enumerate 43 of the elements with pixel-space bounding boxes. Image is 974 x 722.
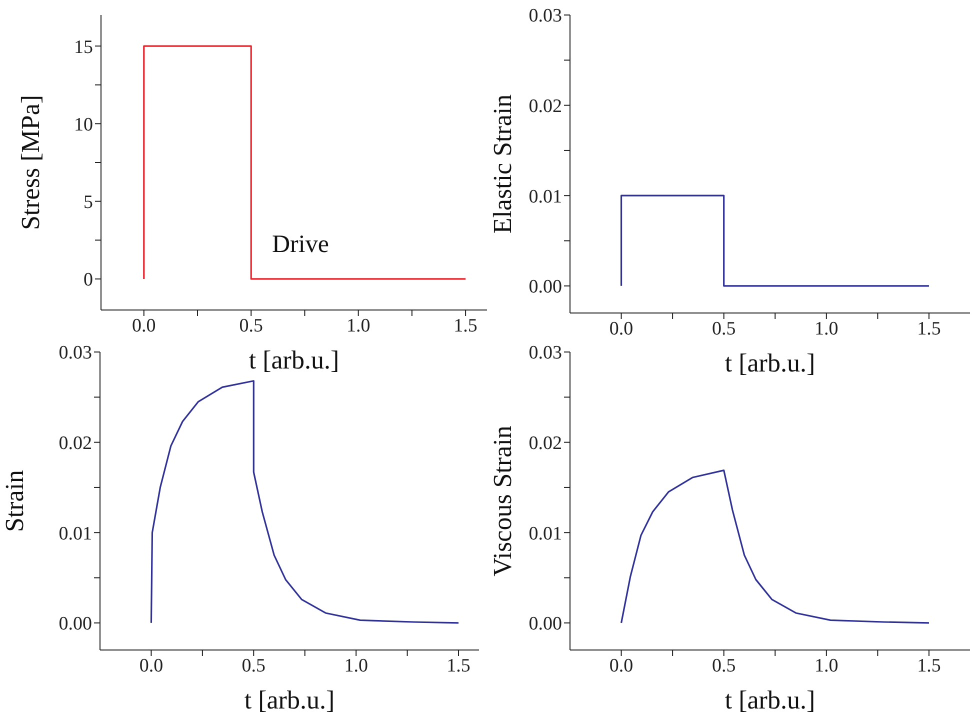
y-tick-label: 0.02 [58, 433, 92, 454]
y-axis-title: Elastic Strain [488, 94, 518, 234]
x-tick-label: 0.5 [712, 318, 736, 340]
y-tick-label: 5 [84, 192, 93, 214]
y-tick-label: 0.01 [58, 523, 92, 544]
x-tick-label: 1.0 [814, 318, 838, 340]
annotation: Drive [272, 231, 329, 258]
y-tick-label: 0.03 [58, 342, 92, 364]
x-tick-label: 0.0 [139, 655, 164, 676]
x-tick-label: 1.0 [346, 315, 370, 336]
x-tick-label: 1.0 [344, 655, 368, 676]
y-tick-label: 0.01 [528, 186, 562, 208]
x-axis-title: t [arb.u.] [724, 348, 816, 378]
x-axis-title: t [arb.u.] [244, 685, 335, 714]
y-tick-label: 0 [84, 270, 93, 291]
x-axis-title: t [arb.u.] [724, 685, 816, 714]
x-tick-label: 1.0 [814, 655, 838, 676]
x-tick-label: 0.5 [242, 655, 266, 676]
y-tick-label: 0.03 [528, 342, 562, 364]
x-axis-title: t [arb.u.] [248, 345, 340, 374]
x-tick-label: 1.5 [454, 315, 478, 336]
x-tick-label: 0.0 [609, 655, 634, 676]
y-tick-label: 10 [74, 114, 93, 136]
x-tick-label: 0.5 [712, 655, 736, 676]
y-tick-label: 0.01 [528, 523, 562, 544]
line-series [150, 380, 460, 624]
x-tick-label: 1.5 [917, 655, 941, 676]
y-axis-title: Viscous Strain [488, 426, 518, 576]
y-tick-label: 0.02 [528, 96, 562, 118]
y-tick-label: 0.00 [528, 276, 562, 298]
y-axis-title: Stress [MPa] [16, 94, 46, 230]
y-tick-label: 15 [74, 36, 93, 58]
y-axis-title: Strain [0, 470, 30, 532]
x-tick-label: 1.5 [446, 655, 470, 676]
x-tick-label: 0.5 [239, 315, 263, 336]
y-tick-label: 0.00 [528, 614, 562, 635]
x-tick-label: 0.0 [609, 318, 634, 340]
y-tick-label: 0.03 [528, 6, 562, 27]
x-tick-label: 0.0 [132, 315, 156, 336]
x-tick-label: 1.5 [917, 318, 941, 340]
y-tick-label: 0.00 [58, 614, 92, 635]
y-tick-label: 0.02 [528, 433, 562, 454]
line-series [620, 469, 930, 624]
